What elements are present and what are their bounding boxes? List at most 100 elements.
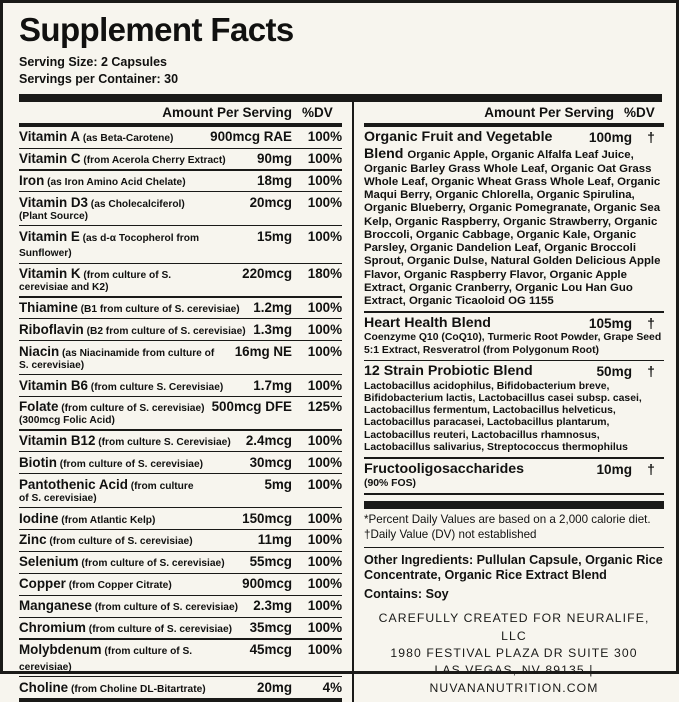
nutrient-source: (as Cholecalciferol): [87, 198, 185, 210]
nutrient-row: Choline (from Choline DL-Bitartrate) 20mg…: [19, 677, 342, 698]
blend-divider: [364, 359, 664, 362]
nutrient-percent-dv: 100%: [307, 510, 342, 526]
nutrient-row-divider: [19, 262, 342, 264]
contains-allergen: Contains: Soy: [364, 587, 449, 602]
nutrient-amount: 15mg: [257, 228, 292, 244]
blend-row: Fructooligosaccharides 10mg † (90% FOS): [364, 459, 664, 494]
nutrient-label: Choline: [19, 679, 69, 695]
other-ingredients: Other Ingredients: Pullulan Capsule, Org…: [364, 553, 663, 583]
nutrient-row: Chromium (from culture of S. cerevisiae)…: [19, 618, 342, 639]
nutrient-percent-dv: 180%: [307, 266, 342, 282]
blend-percent-dv: †: [647, 364, 655, 380]
label-header: Supplement Facts Serving Size: 2 Capsule…: [3, 3, 676, 102]
nutrient-source: (from culture of S.: [80, 270, 172, 282]
nutrient-label: Riboflavin: [19, 321, 84, 337]
nutrient-row-divider: [19, 473, 342, 475]
nutrient-source: (from culture of S. cerevisiae): [91, 602, 239, 614]
nutrient-amount: 900mcg RAE: [210, 129, 292, 145]
blend-ingredients: Coenzyme Q10 (CoQ10), Turmeric Root Powd…: [364, 332, 662, 356]
nutrient-row-divider: [19, 550, 342, 552]
footnotes: *Percent Daily Values are based on a 2,0…: [364, 509, 664, 547]
nutrient-row: Vitamin C (from Acerola Cherry Extract) 9…: [19, 149, 342, 170]
nutrient-row: Pantothenic Acid (from culture of S. cere…: [19, 474, 342, 507]
blend-name-continued: Blend: [364, 146, 408, 163]
nutrient-name: Vitamin C (from Acerola Cherry Extract): [19, 151, 257, 167]
nutrient-source: (as Beta-Carotene): [80, 133, 174, 145]
nutrient-row: Thiamine (B1 from culture of S. cerevisi…: [19, 298, 342, 319]
serving-size: Serving Size: 2 Capsules: [19, 54, 167, 69]
nutrient-label: Chromium: [19, 620, 86, 636]
nutrient-row-divider: [19, 340, 342, 342]
nutrient-label: Vitamin B6: [19, 377, 88, 393]
nutrient-label: Molybdenum: [19, 642, 102, 658]
nutrient-percent-dv: 100%: [307, 194, 342, 210]
address-line-1: CAREFULLY CREATED FOR NEURALIFE, LLC: [378, 611, 650, 643]
blend-amount: 50mg: [596, 364, 632, 380]
nutrient-label: Zinc: [19, 532, 47, 548]
blend-amount: 105mg: [588, 315, 632, 331]
blend-header: Heart Health Blend 105mg †: [364, 314, 664, 332]
nutrient-label: Iodine: [19, 510, 59, 526]
nutrient-row: Molybdenum (from culture of S. cerevisia…: [19, 640, 342, 677]
nutrient-name: Thiamine (B1 from culture of S. cerevisi…: [19, 300, 253, 316]
amount-per-serving-header-left: Amount Per Serving: [162, 104, 292, 120]
nutrient-row: Iodine (from Atlantic Kelp) 150mcg 100%: [19, 508, 342, 529]
nutrient-row: Zinc (from culture of S. cerevisiae) 11mg…: [19, 530, 342, 551]
nutrient-label: Thiamine: [19, 300, 78, 316]
nutrient-name: Vitamin K (from culture of S. cerevisiae …: [19, 266, 242, 294]
nutrient-amount: 30mcg: [249, 454, 292, 470]
nutrient-label: Selenium: [19, 554, 79, 570]
blend-name: Heart Health Blend: [364, 314, 491, 331]
blend-name: 12 Strain Probiotic Blend: [364, 363, 533, 380]
nutrient-amount: 2.4mcg: [245, 433, 292, 449]
left-header-rule: [19, 122, 342, 127]
nutrient-row-divider: [19, 318, 342, 320]
nutrient-name: Vitamin E (as d-α Tocopherol from Sunflo…: [19, 229, 257, 261]
nutrient-source: (from culture of S. cerevisiae): [58, 403, 205, 415]
nutrient-source: (as Niacinamide from culture of: [59, 347, 215, 359]
nutrient-percent-dv: 100%: [307, 642, 342, 658]
nutrient-row: Folate (from culture of S. cerevisiae) (3…: [19, 397, 342, 430]
right-column-headers: Amount Per Serving %DV: [364, 102, 664, 123]
nutrient-label: Niacin: [19, 343, 60, 359]
nutrient-percent-dv: 100%: [307, 532, 342, 548]
nutrient-source: (B1 from culture of S. cerevisiae): [77, 304, 240, 316]
nutrient-row: Vitamin A (as Beta-Carotene) 900mcg RAE 10…: [19, 127, 342, 148]
blend-row: Heart Health Blend 105mg † Coenzyme Q10 (Co…: [364, 313, 664, 360]
nutrient-amount: 150mcg: [242, 510, 292, 526]
nutrient-source-cont: (Plant Source): [19, 210, 89, 222]
nutrient-label: Vitamin D3: [19, 194, 88, 210]
nutrient-amount: 20mg: [257, 679, 292, 695]
blend-row: Organic Fruit and Vegetable 100mg † Blend O…: [364, 127, 664, 311]
blend-percent-dv: †: [647, 315, 655, 331]
nutrient-row-divider: [19, 169, 342, 171]
nutrient-amount: 1.2mg: [253, 300, 292, 316]
nutrient-row: Manganese (from culture of S. cerevisiae…: [19, 596, 342, 617]
nutrient-amount: 5mg: [264, 476, 292, 492]
nutrient-source-cont: of S. cerevisiae): [19, 492, 97, 504]
nutrient-label: Vitamin A: [19, 129, 81, 145]
nutrient-name: Vitamin A (as Beta-Carotene): [19, 129, 210, 145]
blend-ingredients: Lactobacillus acidophilus, Bifidobacteri…: [364, 380, 642, 453]
nutrient-name: Copper (from Copper Citrate): [19, 576, 242, 592]
blend-header: Fructooligosaccharides 10mg †: [364, 461, 664, 478]
nutrient-label: Biotin: [19, 454, 57, 470]
nutrient-row-divider: [19, 225, 342, 227]
nutrient-label: Vitamin B12: [19, 433, 96, 449]
nutrient-row: Selenium (from culture of S. cerevisiae)…: [19, 552, 342, 573]
nutrient-amount: 35mcg: [249, 620, 292, 636]
nutrient-row-divider: [19, 572, 342, 574]
nutrient-row-divider: [19, 638, 342, 640]
nutrient-row-divider: [19, 506, 342, 509]
nutrient-source: (from culture of S. cerevisiae): [19, 646, 193, 673]
blend-name: Organic Fruit and Vegetable: [364, 128, 553, 145]
blend-header: Organic Fruit and Vegetable 100mg †: [364, 128, 664, 146]
nutrient-name: Choline (from Choline DL-Bitartrate): [19, 680, 257, 696]
nutrient-percent-dv: 4%: [322, 679, 342, 695]
blend-percent-dv: †: [647, 461, 655, 477]
nutrient-row-divider: [19, 451, 342, 453]
nutrient-source-cont: S. cerevisiae): [19, 359, 85, 371]
nutrient-amount: 16mg NE: [234, 343, 292, 359]
nutrient-source: (from culture of S. cerevisiae): [85, 624, 233, 636]
